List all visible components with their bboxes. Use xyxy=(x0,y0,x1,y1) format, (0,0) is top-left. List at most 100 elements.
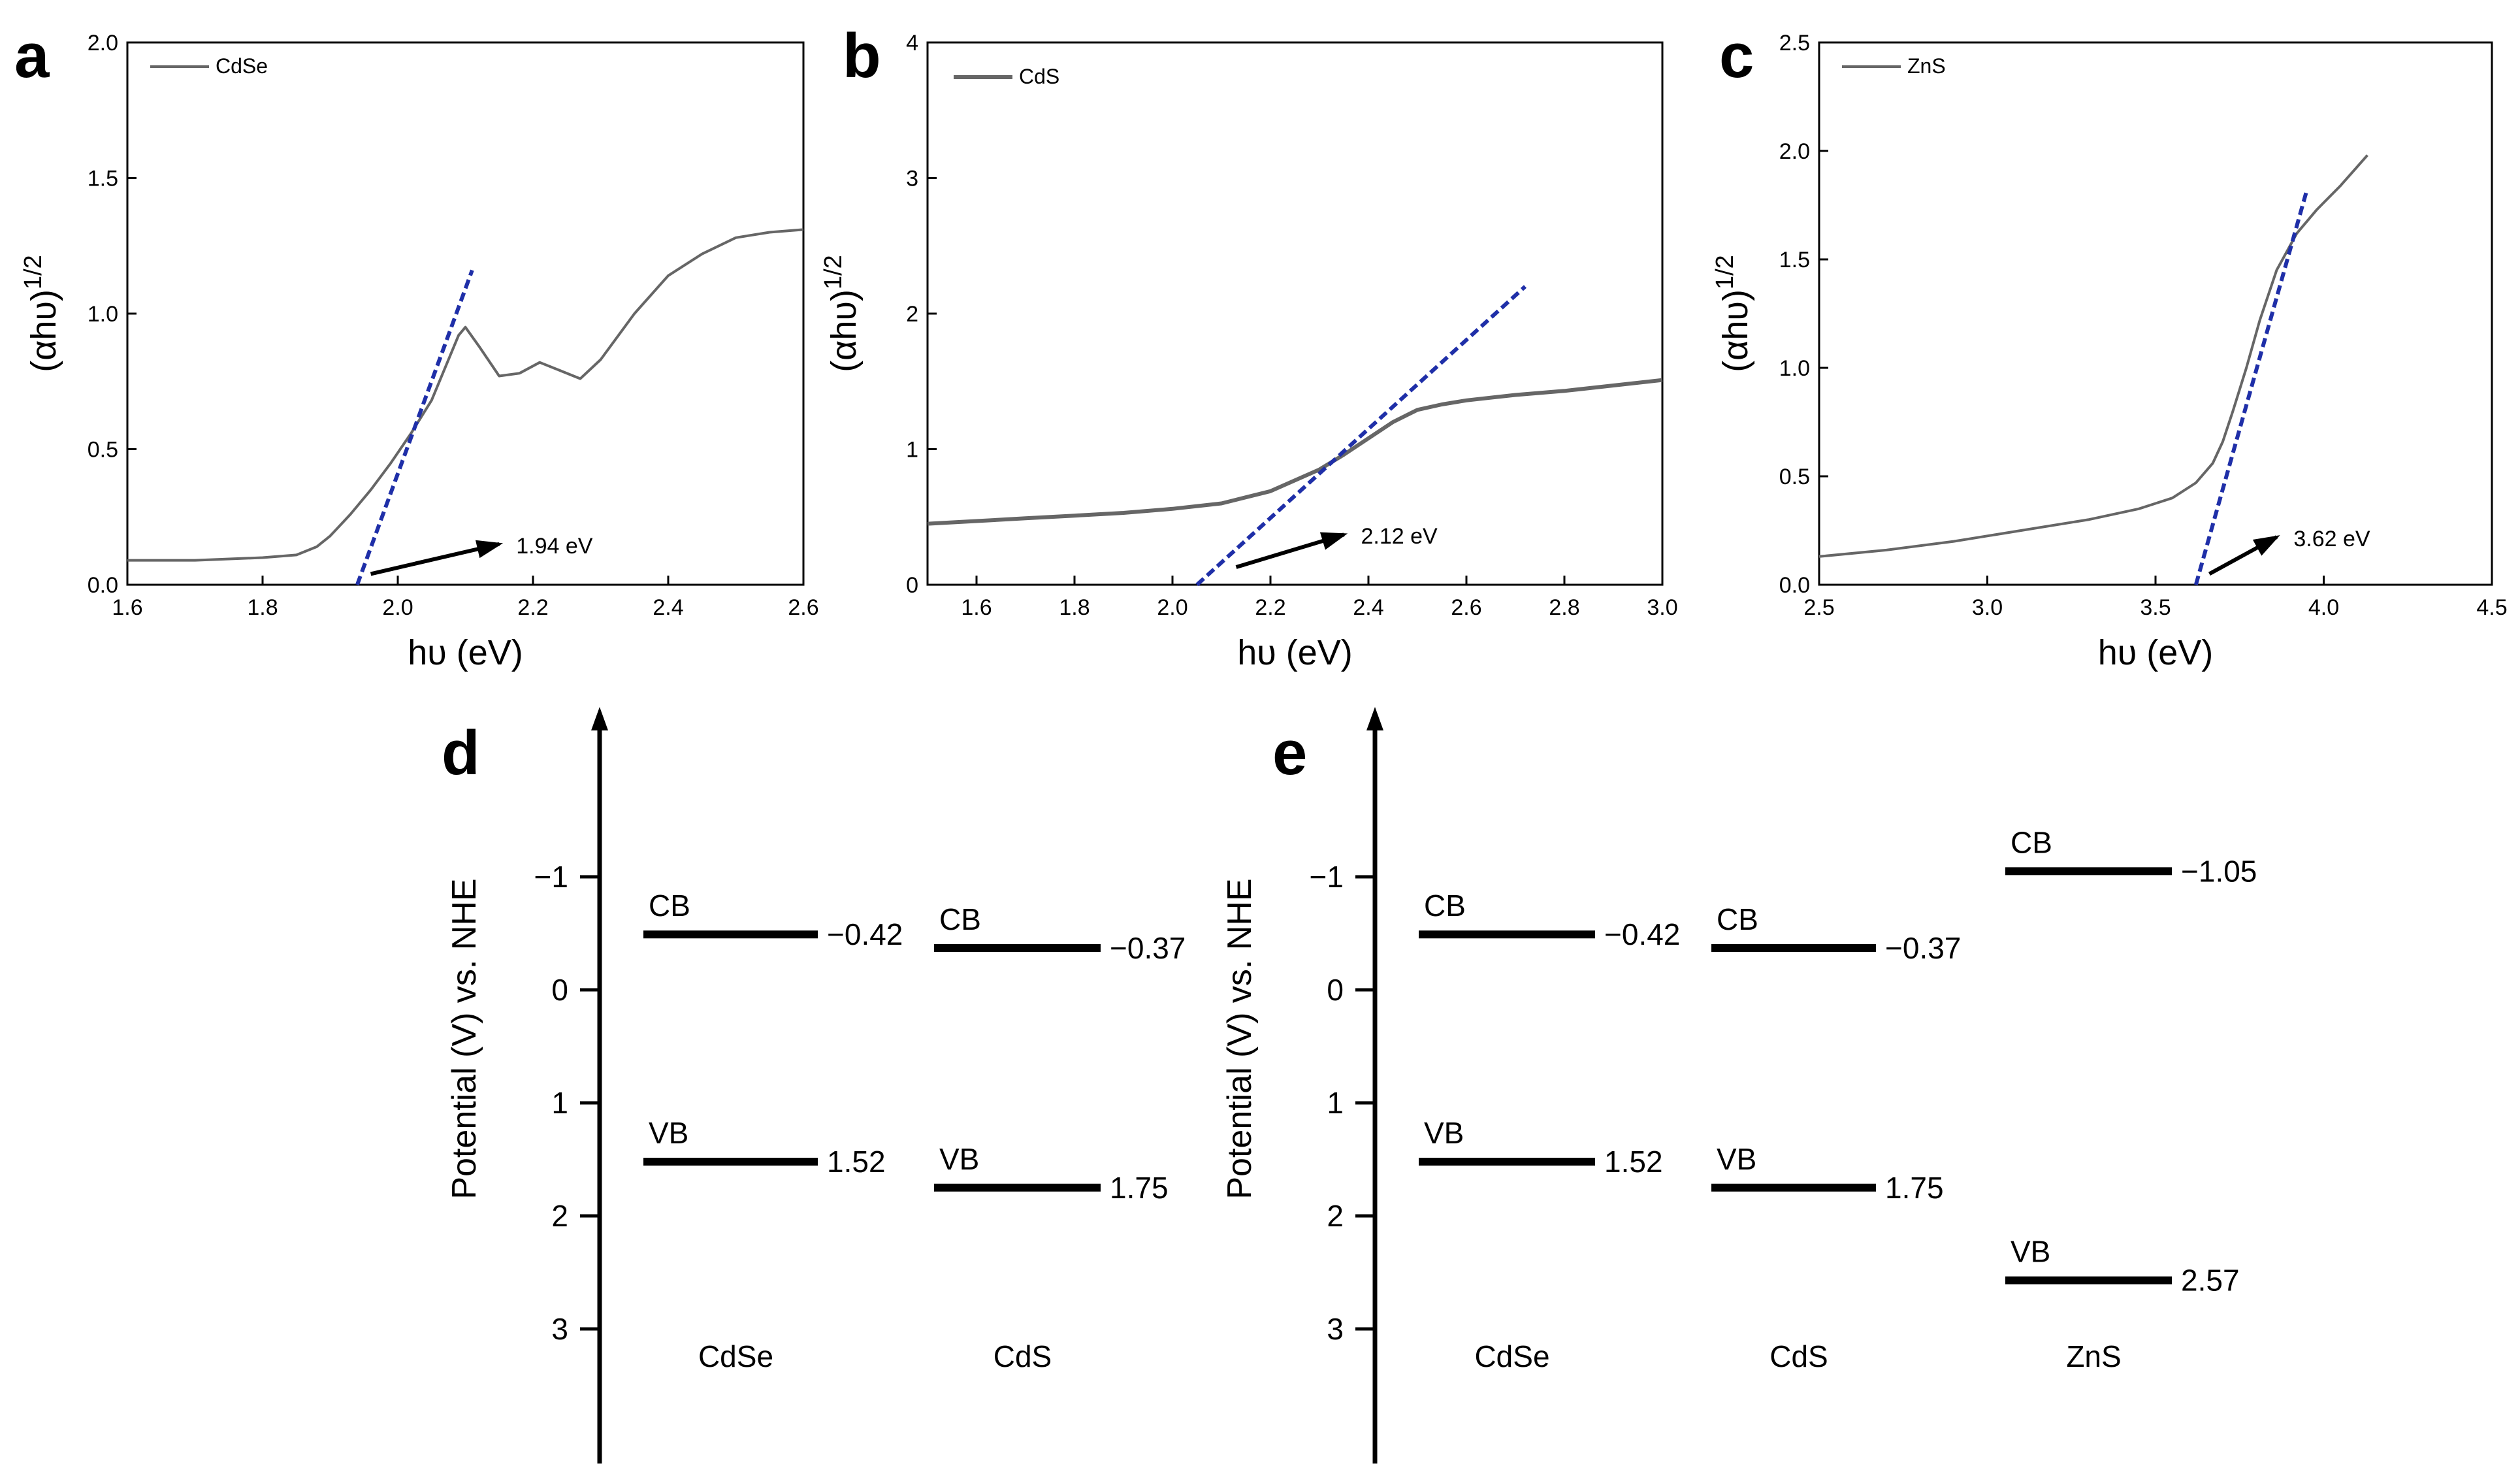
x-tick-label: 1.8 xyxy=(247,595,278,620)
y-tick-label: 2.0 xyxy=(88,31,118,56)
panel-c: 2.5 3.0 3.5 4.0 4.5 0.0 0.5 1.0 1.5 2.0 2.5 hυ (eV)… xyxy=(1711,21,2508,672)
vb-label: VB xyxy=(939,1142,979,1176)
arrow-head xyxy=(1319,532,1348,550)
cb-label: CB xyxy=(649,889,690,923)
x-tick-label: 2.6 xyxy=(788,595,818,620)
tangent-fit-line xyxy=(355,269,474,586)
x-tick-label: 1.8 xyxy=(1059,595,1090,620)
y-tick-label: 1.0 xyxy=(1779,356,1810,381)
material-name: CdSe xyxy=(1474,1339,1549,1373)
vb-value: 1.75 xyxy=(1110,1171,1169,1205)
y-tick-label: −1 xyxy=(1310,860,1344,894)
x-tick-label: 2.0 xyxy=(1157,595,1187,620)
y-axis-label-base: (αhυ) xyxy=(24,289,63,372)
y-axis-label-superscript: 1/2 xyxy=(820,255,847,289)
panel-letter: d xyxy=(442,718,480,788)
y-axis-label-base: (αhυ) xyxy=(1716,289,1755,372)
cb-label: CB xyxy=(939,902,981,936)
y-tick-label: 1.0 xyxy=(88,302,118,327)
y-axis-label-base: (αhυ) xyxy=(824,289,864,372)
x-tick-label: 1.6 xyxy=(961,595,992,620)
cb-value: −0.37 xyxy=(1885,931,1961,965)
material-cds: CB −0.37 VB 1.75 CdS xyxy=(934,902,1186,1373)
panel-d: −1 0 1 2 3 Potential (V) vs. NHE d CB −0.42 VB 1.5… xyxy=(442,707,1186,1464)
y-tick-label: 0.0 xyxy=(1779,573,1810,598)
material-cds: CB −0.37 VB 1.75 CdS xyxy=(1711,902,1961,1373)
material-name: CdS xyxy=(1769,1339,1828,1373)
cb-label: CB xyxy=(1717,902,1758,936)
x-tick-label: 2.2 xyxy=(1255,595,1285,620)
x-tick-label: 2.5 xyxy=(1803,595,1834,620)
data-curve xyxy=(927,378,1663,526)
panel-letter: c xyxy=(1719,21,1754,91)
vb-label: VB xyxy=(1424,1116,1464,1150)
x-tick-label: 4.0 xyxy=(2308,595,2339,620)
y-tick-label: 3 xyxy=(906,167,918,191)
panel-e: −1 0 1 2 3 Potential (V) vs. NHE e CB −0.42 VB 1.5… xyxy=(1221,707,2257,1464)
tangent-fit-line xyxy=(1195,285,1527,587)
vb-label: VB xyxy=(2011,1235,2050,1269)
y-tick-label: 0 xyxy=(551,973,568,1007)
x-tick-label: 3.5 xyxy=(2140,595,2171,620)
y-tick-label: 1 xyxy=(906,438,918,463)
x-tick-label: 2.4 xyxy=(653,595,683,620)
y-tick-label: 0.0 xyxy=(88,573,118,598)
material-cdse: CB −0.42 VB 1.52 CdSe xyxy=(1419,889,1680,1373)
vb-label: VB xyxy=(1717,1142,1756,1176)
x-tick-label: 3.0 xyxy=(1647,595,1677,620)
x-axis-label: hυ (eV) xyxy=(1237,633,1353,672)
arrow-head xyxy=(475,540,504,559)
y-tick-label: 1 xyxy=(551,1086,568,1120)
panel-letter: b xyxy=(843,21,881,91)
y-axis-label-superscript: 1/2 xyxy=(1711,255,1739,289)
cb-value: −0.42 xyxy=(1604,917,1680,951)
y-tick-label: 0.5 xyxy=(88,438,118,463)
band-gap-annotation: 2.12 eV xyxy=(1361,524,1438,549)
y-axis-label-superscript: 1/2 xyxy=(20,255,47,289)
axis-arrowhead xyxy=(1366,707,1383,730)
y-tick-label: 1 xyxy=(1327,1086,1344,1120)
y-tick-label: 2.0 xyxy=(1779,139,1810,164)
material-name: CdS xyxy=(993,1339,1052,1373)
y-axis-label: (αhυ)1/2 xyxy=(1711,255,1755,372)
material-zns: CB −1.05 VB 2.57 ZnS xyxy=(2005,825,2257,1373)
y-axis-label: (αhυ)1/2 xyxy=(20,255,63,372)
y-tick-label: 1.5 xyxy=(88,167,118,191)
y-tick-label: 2 xyxy=(906,302,918,327)
y-tick-label: 3 xyxy=(1327,1312,1344,1346)
legend-label: CdSe xyxy=(216,54,268,78)
y-tick-label: 0 xyxy=(1327,973,1344,1007)
x-tick-label: 2.2 xyxy=(517,595,548,620)
x-tick-label: 2.8 xyxy=(1549,595,1579,620)
cb-value: −0.42 xyxy=(827,917,903,951)
data-curve xyxy=(127,228,804,562)
panel-a: 1.6 1.8 2.0 2.2 2.4 2.6 0.0 0.5 1.0 1.5 2.0 hυ (eV)… xyxy=(14,21,819,672)
panel-b: 1.6 1.8 2.0 2.2 2.4 2.6 2.8 3.0 0 1 2 3 4 hυ (eV) (αhυ… xyxy=(820,21,1678,672)
cb-label: CB xyxy=(1424,889,1466,923)
cb-label: CB xyxy=(2011,825,2052,859)
y-tick-label: 1.5 xyxy=(1779,248,1810,272)
x-tick-label: 2.6 xyxy=(1451,595,1481,620)
arrow-head xyxy=(2252,535,2280,556)
material-cdse: CB −0.42 VB 1.52 CdSe xyxy=(643,889,903,1373)
panel-letter: e xyxy=(1272,718,1307,788)
vb-value: 2.57 xyxy=(2181,1264,2240,1298)
material-name: ZnS xyxy=(2066,1339,2121,1373)
panel-letter: a xyxy=(14,21,50,91)
y-tick-label: 2 xyxy=(551,1199,568,1233)
vb-value: 1.75 xyxy=(1885,1171,1944,1205)
vb-label: VB xyxy=(649,1116,688,1150)
legend-label: CdS xyxy=(1019,65,1059,88)
x-tick-label: 3.0 xyxy=(1972,595,2003,620)
y-axis-label: (αhυ)1/2 xyxy=(820,255,864,372)
y-tick-label: 0.5 xyxy=(1779,465,1810,489)
y-tick-label: 3 xyxy=(551,1312,568,1346)
x-tick-label: 2.0 xyxy=(382,595,413,620)
y-tick-label: 0 xyxy=(906,573,918,598)
y-tick-label: −1 xyxy=(534,860,568,894)
x-tick-label: 2.4 xyxy=(1353,595,1383,620)
x-tick-label: 4.5 xyxy=(2476,595,2507,620)
legend-label: ZnS xyxy=(1907,54,1946,78)
